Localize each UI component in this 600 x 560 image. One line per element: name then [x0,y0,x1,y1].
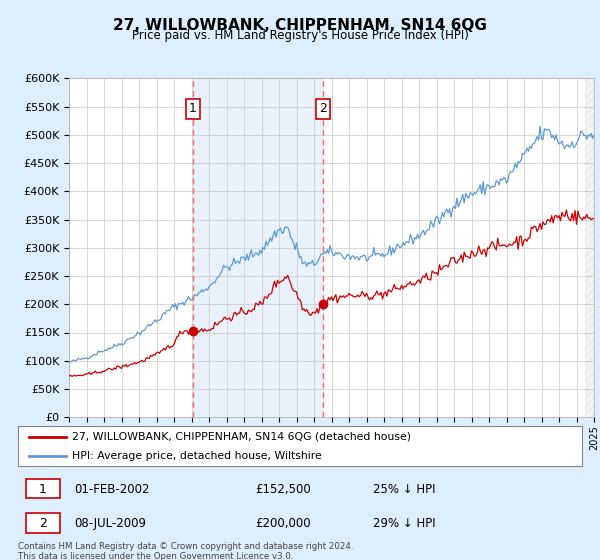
Text: 1: 1 [39,483,47,496]
FancyBboxPatch shape [26,479,60,498]
FancyBboxPatch shape [26,514,60,533]
Text: Price paid vs. HM Land Registry's House Price Index (HPI): Price paid vs. HM Land Registry's House … [131,29,469,42]
Text: 27, WILLOWBANK, CHIPPENHAM, SN14 6QG: 27, WILLOWBANK, CHIPPENHAM, SN14 6QG [113,18,487,33]
Bar [193,78,323,417]
Text: 25% ↓ HPI: 25% ↓ HPI [373,483,436,496]
Text: 1: 1 [189,102,197,115]
Text: 2: 2 [39,517,47,530]
Text: 08-JUL-2009: 08-JUL-2009 [74,517,146,530]
Text: £152,500: £152,500 [255,483,311,496]
Text: 2: 2 [319,102,326,115]
Text: Contains HM Land Registry data © Crown copyright and database right 2024.
This d: Contains HM Land Registry data © Crown c… [18,542,353,560]
Text: HPI: Average price, detached house, Wiltshire: HPI: Average price, detached house, Wilt… [71,451,322,461]
Text: 29% ↓ HPI: 29% ↓ HPI [373,517,436,530]
Text: 01-FEB-2002: 01-FEB-2002 [74,483,150,496]
Text: £200,000: £200,000 [255,517,311,530]
Text: 27, WILLOWBANK, CHIPPENHAM, SN14 6QG (detached house): 27, WILLOWBANK, CHIPPENHAM, SN14 6QG (de… [71,432,410,442]
Bar [585,78,594,417]
